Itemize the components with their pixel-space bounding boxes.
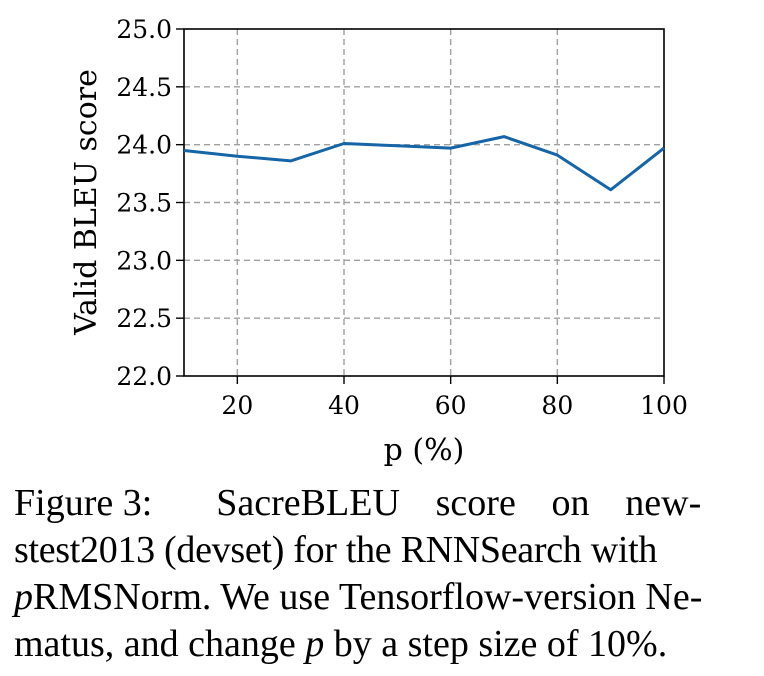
caption-text-4b: by a step size of 10%. bbox=[324, 623, 668, 665]
caption-line-4: matus, and change p by a step size of 10… bbox=[14, 621, 752, 668]
grid-lines bbox=[184, 29, 664, 376]
caption-line-3: pRMSNorm. We use Tensorflow-version Ne- bbox=[14, 574, 752, 621]
axis-ticks: 22.0 22.5 23.0 23.5 24.0 24.5 25.0 20 40 60 80 100 bbox=[116, 15, 688, 420]
caption-line-1: Figure 3: SacreBLEU score on new- bbox=[14, 480, 752, 527]
y-tick-label: 24.0 bbox=[116, 131, 172, 160]
series-layer bbox=[183, 135, 665, 192]
y-tick-label: 23.5 bbox=[116, 189, 172, 218]
caption-line-2: stest2013 (devset) for the RNNSearch wit… bbox=[14, 529, 658, 571]
y-tick-label: 23.0 bbox=[116, 246, 172, 275]
y-tick-label: 22.5 bbox=[116, 304, 172, 333]
figure-caption: Figure 3: SacreBLEU score on new- stest20… bbox=[14, 480, 752, 668]
caption-text-3: RMSNorm. We use Tensorflow-version Ne- bbox=[33, 576, 703, 618]
x-tick-label: 60 bbox=[435, 391, 467, 420]
caption-text-4a: matus, and change bbox=[14, 623, 306, 665]
caption-var-p: p bbox=[14, 576, 33, 618]
x-tick-label: 80 bbox=[541, 391, 573, 420]
y-tick-label: 22.0 bbox=[116, 362, 172, 391]
x-tick-label: 100 bbox=[640, 391, 688, 420]
series-line bbox=[183, 135, 665, 192]
line-chart: 22.022.523.023.524.024.525.020 40 60 80 100 … bbox=[69, 15, 688, 468]
y-tick-label: 24.5 bbox=[116, 73, 172, 102]
caption-var-p-2: p bbox=[305, 623, 325, 665]
caption-label: Figure 3: bbox=[14, 482, 153, 524]
y-axis-label: Valid BLEU score bbox=[69, 69, 104, 336]
x-axis-label: p (%) bbox=[384, 433, 465, 468]
x-tick-label: 40 bbox=[328, 391, 360, 420]
x-tick-label: 20 bbox=[221, 391, 253, 420]
caption-text-1: SacreBLEU score on new- bbox=[216, 482, 702, 524]
y-tick-label: 25.0 bbox=[116, 15, 172, 44]
